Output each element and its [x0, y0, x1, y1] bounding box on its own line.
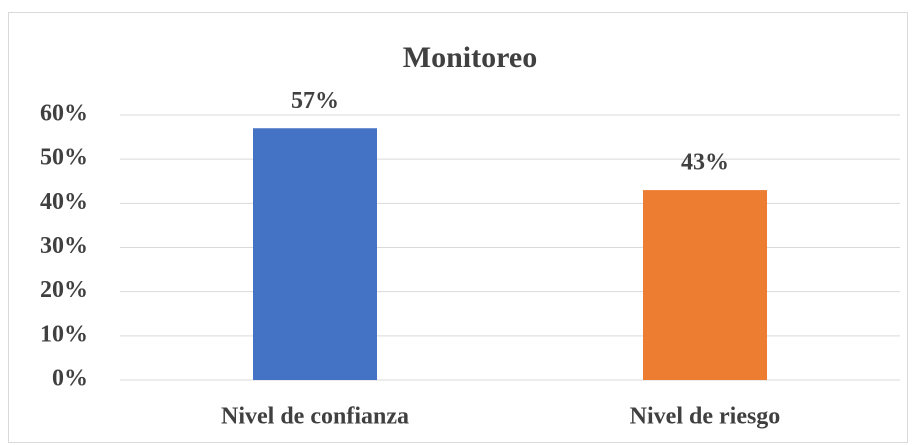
y-tick-label: 60% — [40, 101, 88, 127]
y-tick-label: 30% — [40, 233, 88, 259]
x-tick-label: Nivel de riesgo — [630, 404, 781, 430]
chart-border — [8, 12, 908, 443]
y-tick-label: 10% — [40, 321, 88, 347]
y-tick-label: 40% — [40, 189, 88, 215]
bar — [253, 128, 377, 380]
data-label: 57% — [291, 88, 339, 114]
chart-title: Monitoreo — [403, 41, 537, 74]
bar — [643, 190, 767, 380]
y-tick-label: 0% — [52, 366, 88, 392]
data-label: 43% — [681, 150, 729, 176]
y-tick-label: 20% — [40, 277, 88, 303]
x-tick-label: Nivel de confianza — [221, 404, 409, 430]
y-tick-label: 50% — [40, 145, 88, 171]
